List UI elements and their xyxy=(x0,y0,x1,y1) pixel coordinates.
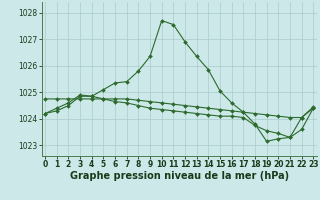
X-axis label: Graphe pression niveau de la mer (hPa): Graphe pression niveau de la mer (hPa) xyxy=(70,171,289,181)
